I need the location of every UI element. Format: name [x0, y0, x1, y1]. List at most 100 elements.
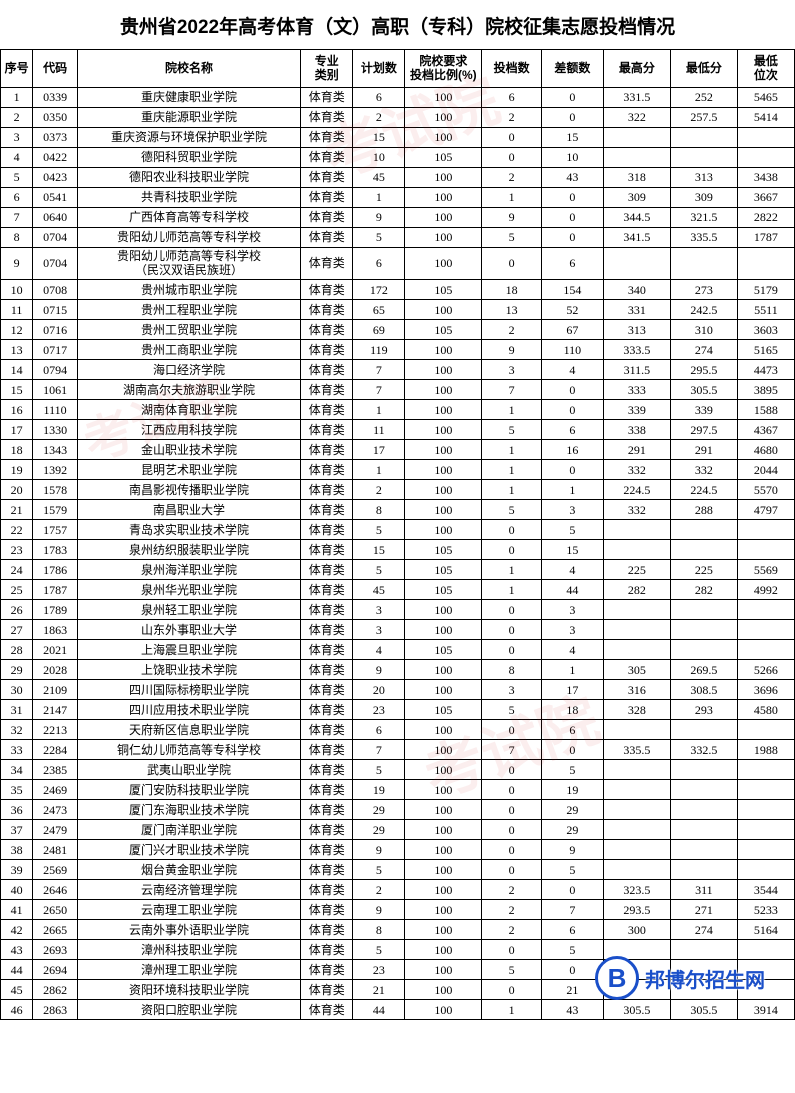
- table-cell: 3: [482, 360, 542, 380]
- table-cell: 2: [482, 900, 542, 920]
- table-cell: 105: [405, 320, 482, 340]
- table-cell: 100: [405, 227, 482, 247]
- table-cell: 9: [482, 340, 542, 360]
- table-cell: 305.5: [603, 1000, 670, 1020]
- table-cell: 烟台黄金职业学院: [77, 860, 300, 880]
- table-cell: 体育类: [301, 207, 353, 227]
- table-cell: 225: [670, 560, 737, 580]
- table-cell: 100: [405, 600, 482, 620]
- table-cell: [603, 540, 670, 560]
- table-cell: 225: [603, 560, 670, 580]
- table-row: 412650云南理工职业学院体育类910027293.52715233: [1, 900, 795, 920]
- table-cell: [737, 760, 794, 780]
- table-cell: 313: [670, 167, 737, 187]
- table-cell: 体育类: [301, 820, 353, 840]
- table-cell: 体育类: [301, 700, 353, 720]
- table-cell: 308.5: [670, 680, 737, 700]
- table-cell: 体育类: [301, 920, 353, 940]
- table-cell: 0: [482, 600, 542, 620]
- table-cell: 体育类: [301, 500, 353, 520]
- table-cell: 0: [541, 880, 603, 900]
- table-cell: [737, 780, 794, 800]
- table-cell: 100: [405, 340, 482, 360]
- table-cell: 贵州城市职业学院: [77, 280, 300, 300]
- table-cell: 7: [482, 740, 542, 760]
- table-cell: 8: [353, 920, 405, 940]
- table-cell: 体育类: [301, 300, 353, 320]
- table-cell: 44: [1, 960, 33, 980]
- table-cell: 338: [603, 420, 670, 440]
- table-cell: 5: [482, 227, 542, 247]
- table-cell: [603, 620, 670, 640]
- table-cell: 0: [541, 107, 603, 127]
- table-cell: 0: [482, 620, 542, 640]
- table-cell: 1588: [737, 400, 794, 420]
- table-cell: [737, 820, 794, 840]
- table-row: 10339重庆健康职业学院体育类610060331.52525465: [1, 87, 795, 107]
- table-cell: 41: [1, 900, 33, 920]
- table-cell: 2: [353, 480, 405, 500]
- table-cell: 0: [482, 940, 542, 960]
- table-cell: [670, 520, 737, 540]
- table-header-cell: 计划数: [353, 50, 405, 88]
- table-cell: 19: [353, 780, 405, 800]
- table-cell: [603, 840, 670, 860]
- table-cell: 15: [353, 127, 405, 147]
- table-cell: 29: [541, 820, 603, 840]
- table-cell: 5: [353, 940, 405, 960]
- table-cell: 0: [482, 540, 542, 560]
- table-cell: 100: [405, 420, 482, 440]
- table-cell: 2: [482, 320, 542, 340]
- table-cell: 0: [541, 460, 603, 480]
- table-cell: 体育类: [301, 600, 353, 620]
- table-cell: 1343: [33, 440, 78, 460]
- table-cell: 1392: [33, 460, 78, 480]
- table-cell: 23: [353, 960, 405, 980]
- table-cell: 18: [541, 700, 603, 720]
- table-cell: 67: [541, 320, 603, 340]
- table-cell: 1786: [33, 560, 78, 580]
- table-cell: 1110: [33, 400, 78, 420]
- table-cell: 0704: [33, 247, 78, 280]
- table-cell: 4367: [737, 420, 794, 440]
- table-body: 10339重庆健康职业学院体育类610060331.5252546520350重…: [1, 87, 795, 1020]
- table-cell: 9: [353, 840, 405, 860]
- table-cell: 14: [1, 360, 33, 380]
- table-cell: [603, 127, 670, 147]
- table-cell: 0: [541, 87, 603, 107]
- table-cell: 1: [353, 460, 405, 480]
- table-cell: 天府新区信息职业学院: [77, 720, 300, 740]
- table-cell: 1: [482, 400, 542, 420]
- table-cell: 6: [541, 720, 603, 740]
- table-cell: 5165: [737, 340, 794, 360]
- table-cell: [603, 720, 670, 740]
- table-cell: 10: [353, 147, 405, 167]
- table-row: 382481厦门兴才职业技术学院体育类910009: [1, 840, 795, 860]
- table-cell: [670, 720, 737, 740]
- table-cell: 体育类: [301, 460, 353, 480]
- table-row: 90704贵阳幼儿师范高等专科学校（民汉双语民族班）体育类610006: [1, 247, 795, 280]
- table-cell: 20: [353, 680, 405, 700]
- table-cell: 昆明艺术职业学院: [77, 460, 300, 480]
- table-row: 171330江西应用科技学院体育类1110056338297.54367: [1, 420, 795, 440]
- table-cell: 224.5: [603, 480, 670, 500]
- table-cell: 5: [353, 560, 405, 580]
- table-cell: 100: [405, 820, 482, 840]
- table-cell: 316: [603, 680, 670, 700]
- table-cell: 6: [541, 247, 603, 280]
- table-header-cell: 院校要求投档比例(%): [405, 50, 482, 88]
- table-cell: 282: [670, 580, 737, 600]
- table-cell: 厦门东海职业技术学院: [77, 800, 300, 820]
- table-header-cell: 最高分: [603, 50, 670, 88]
- table-row: 181343金山职业技术学院体育类171001162912914680: [1, 440, 795, 460]
- table-cell: 34: [1, 760, 33, 780]
- table-cell: 德阳科贸职业学院: [77, 147, 300, 167]
- table-cell: 100: [405, 620, 482, 640]
- table-cell: 体育类: [301, 900, 353, 920]
- table-cell: 44: [353, 1000, 405, 1020]
- table-row: 362473厦门东海职业技术学院体育类29100029: [1, 800, 795, 820]
- table-cell: 3: [541, 600, 603, 620]
- table-cell: 331: [603, 300, 670, 320]
- table-cell: 泉州纺织服装职业学院: [77, 540, 300, 560]
- table-cell: 100: [405, 107, 482, 127]
